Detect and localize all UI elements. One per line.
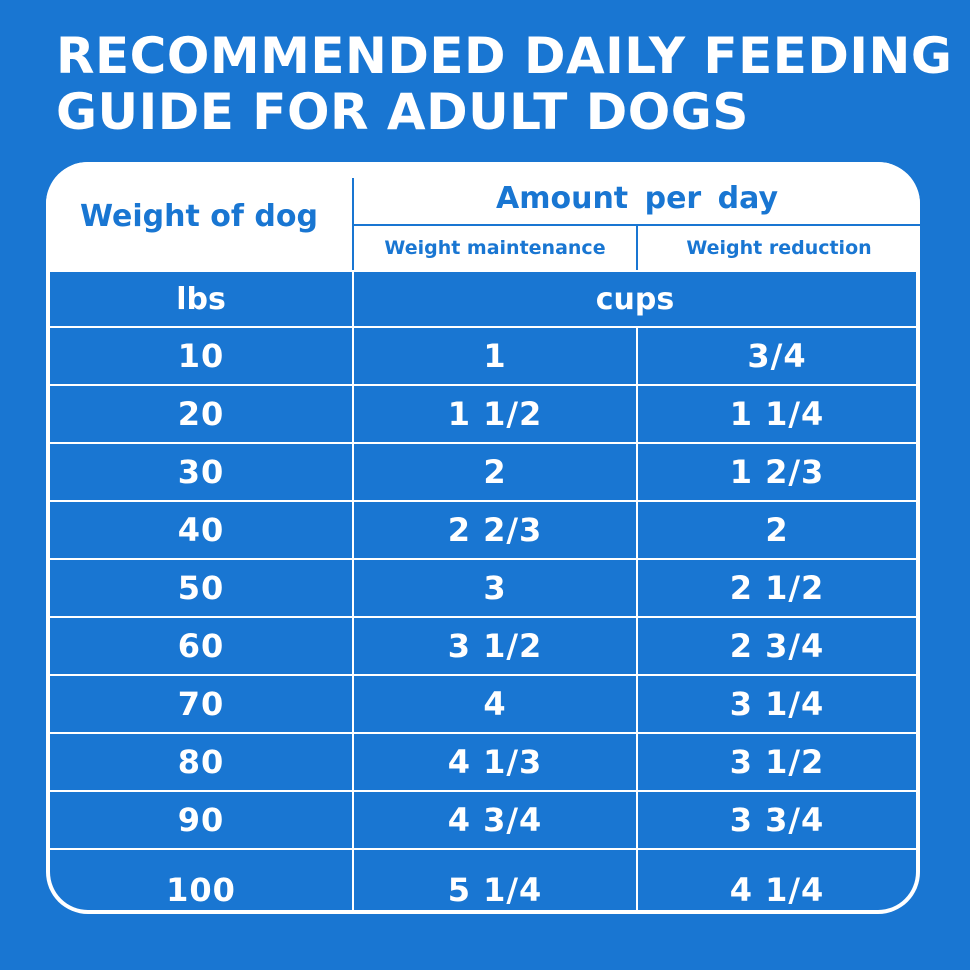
table-body: lbs cups 10 1 3/4 20 1 1/2 1 1/4 30 2 1 2/3 40 2 2…: [50, 272, 916, 910]
amount-per-day-header: Amount per day: [496, 180, 778, 216]
row-separator: [50, 732, 916, 734]
row-separator: [50, 848, 916, 850]
weight-cell: 40: [177, 511, 225, 549]
table-row: 70 4 3 1/4: [50, 676, 916, 732]
weight-cell: 50: [177, 569, 225, 607]
maintenance-cell: 3 1/2: [352, 618, 636, 674]
weight-cell: 70: [177, 685, 225, 723]
reduction-cell: 2: [636, 502, 916, 558]
table-row: 30 2 1 2/3: [50, 444, 916, 500]
table-row: 100 5 1/4 4 1/4: [50, 850, 916, 910]
row-separator: [50, 616, 916, 618]
row-separator: [50, 384, 916, 386]
table-row: 50 3 2 1/2: [50, 560, 916, 616]
weight-cell: 90: [177, 801, 225, 839]
units-row: lbs cups: [50, 272, 916, 326]
weight-reduction-header: Weight reduction: [686, 237, 872, 259]
table-row: 80 4 1/3 3 1/2: [50, 734, 916, 790]
table-header: Weight of dog Amount per day Weight main…: [46, 162, 920, 270]
page-title: RECOMMENDED DAILY FEEDING GUIDE FOR ADUL…: [56, 27, 953, 141]
weight-cell: 80: [177, 743, 225, 781]
weight-maintenance-header: Weight maintenance: [384, 237, 606, 259]
title-line-1: RECOMMENDED DAILY FEEDING: [56, 27, 953, 85]
reduction-cell: 2 1/2: [636, 560, 916, 616]
title-line-2: GUIDE FOR ADULT DOGS: [56, 83, 749, 141]
reduction-cell: 3 1/4: [636, 676, 916, 732]
reduction-cell: 3/4: [636, 328, 916, 384]
maintenance-cell: 2: [352, 444, 636, 500]
amount-unit-label: cups: [352, 272, 916, 326]
reduction-cell: 2 3/4: [636, 618, 916, 674]
table-row: 10 1 3/4: [50, 328, 916, 384]
row-separator: [50, 790, 916, 792]
weight-unit-label: lbs: [176, 281, 226, 317]
weight-cell: 100: [166, 871, 236, 909]
weight-cell: 20: [177, 395, 225, 433]
row-separator: [50, 558, 916, 560]
maintenance-cell: 4: [352, 676, 636, 732]
row-separator: [50, 500, 916, 502]
weight-cell: 30: [177, 453, 225, 491]
feeding-table: Weight of dog Amount per day Weight main…: [46, 162, 920, 914]
maintenance-cell: 3: [352, 560, 636, 616]
reduction-cell: 1 2/3: [636, 444, 916, 500]
maintenance-cell: 1: [352, 328, 636, 384]
weight-cell: 10: [177, 337, 225, 375]
table-row: 40 2 2/3 2: [50, 502, 916, 558]
reduction-cell: 1 1/4: [636, 386, 916, 442]
reduction-cell: 3 1/2: [636, 734, 916, 790]
maintenance-cell: 5 1/4: [352, 850, 636, 910]
header-divider: [636, 226, 638, 270]
header-divider: [354, 224, 920, 226]
table-row: 20 1 1/2 1 1/4: [50, 386, 916, 442]
row-separator: [50, 674, 916, 676]
maintenance-cell: 4 3/4: [352, 792, 636, 848]
reduction-cell: 4 1/4: [636, 850, 916, 910]
maintenance-cell: 1 1/2: [352, 386, 636, 442]
header-divider: [352, 178, 354, 270]
reduction-cell: 3 3/4: [636, 792, 916, 848]
weight-of-dog-header: Weight of dog: [80, 198, 318, 234]
weight-cell: 60: [177, 627, 225, 665]
row-separator: [50, 442, 916, 444]
table-row: 60 3 1/2 2 3/4: [50, 618, 916, 674]
maintenance-cell: 4 1/3: [352, 734, 636, 790]
table-row: 90 4 3/4 3 3/4: [50, 792, 916, 848]
maintenance-cell: 2 2/3: [352, 502, 636, 558]
row-separator: [50, 326, 916, 328]
